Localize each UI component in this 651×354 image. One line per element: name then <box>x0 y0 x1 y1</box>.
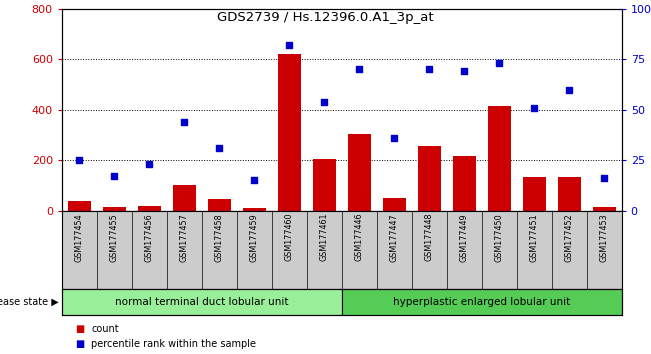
Text: GSM177450: GSM177450 <box>495 213 504 262</box>
Bar <box>243 208 266 211</box>
Point <box>284 42 294 48</box>
Bar <box>342 289 622 315</box>
Text: GSM177454: GSM177454 <box>75 213 84 262</box>
Bar <box>208 199 230 211</box>
Point <box>144 161 154 167</box>
Text: GSM177458: GSM177458 <box>215 213 224 262</box>
Point <box>214 145 225 151</box>
Text: disease state ▶: disease state ▶ <box>0 297 59 307</box>
Text: GSM177453: GSM177453 <box>600 213 609 262</box>
Text: GSM177448: GSM177448 <box>424 213 434 262</box>
Bar <box>313 159 336 211</box>
Text: GSM177459: GSM177459 <box>250 213 259 262</box>
Text: GSM177451: GSM177451 <box>530 213 539 262</box>
Point <box>494 61 505 66</box>
Point <box>599 176 609 181</box>
Point <box>74 157 85 163</box>
Bar <box>453 156 476 211</box>
Point <box>249 178 260 183</box>
Text: GSM177452: GSM177452 <box>564 213 574 262</box>
Bar <box>173 185 196 211</box>
Text: GSM177460: GSM177460 <box>284 213 294 262</box>
Text: normal terminal duct lobular unit: normal terminal duct lobular unit <box>115 297 288 307</box>
Point <box>354 67 365 72</box>
Text: ■: ■ <box>75 324 84 334</box>
Point <box>319 99 329 104</box>
Text: GSM177446: GSM177446 <box>355 213 364 262</box>
Text: GSM177449: GSM177449 <box>460 213 469 262</box>
Bar <box>278 54 301 211</box>
Point <box>529 105 540 110</box>
Text: GSM177447: GSM177447 <box>390 213 399 262</box>
Bar <box>62 289 342 315</box>
Bar <box>523 177 546 211</box>
Point <box>389 135 400 141</box>
Text: GSM177457: GSM177457 <box>180 213 189 262</box>
Text: GSM177455: GSM177455 <box>110 213 119 262</box>
Bar <box>488 106 510 211</box>
Bar <box>558 177 581 211</box>
Bar <box>103 207 126 211</box>
Bar <box>593 207 616 211</box>
Point <box>564 87 574 92</box>
Point <box>424 67 434 72</box>
Text: count: count <box>91 324 118 334</box>
Text: GSM177461: GSM177461 <box>320 213 329 262</box>
Bar <box>68 200 90 211</box>
Point <box>109 173 120 179</box>
Point <box>179 119 189 125</box>
Text: GDS2739 / Hs.12396.0.A1_3p_at: GDS2739 / Hs.12396.0.A1_3p_at <box>217 11 434 24</box>
Text: GSM177456: GSM177456 <box>145 213 154 262</box>
Bar <box>418 146 441 211</box>
Text: percentile rank within the sample: percentile rank within the sample <box>91 339 256 349</box>
Bar <box>348 134 370 211</box>
Bar <box>138 206 161 211</box>
Bar <box>383 198 406 211</box>
Text: ■: ■ <box>75 339 84 349</box>
Point <box>459 69 469 74</box>
Text: hyperplastic enlarged lobular unit: hyperplastic enlarged lobular unit <box>393 297 570 307</box>
